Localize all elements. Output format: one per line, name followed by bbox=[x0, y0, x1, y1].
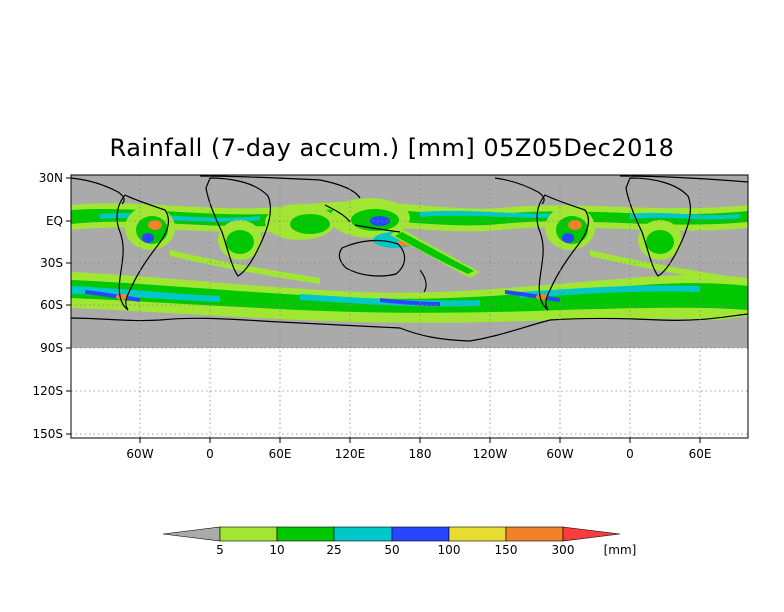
y-tick-label: 30N bbox=[39, 171, 63, 185]
x-tick-label: 120E bbox=[335, 447, 366, 461]
map-title: Rainfall (7-day accum.) [mm] 05Z05Dec201… bbox=[109, 134, 675, 162]
colorbar-label: 25 bbox=[326, 543, 341, 557]
antarctica-area bbox=[71, 316, 748, 348]
y-tick-label: 30S bbox=[40, 256, 63, 270]
colorbar-label: 300 bbox=[552, 543, 575, 557]
colorbar-label: 50 bbox=[384, 543, 399, 557]
colorbar-segment bbox=[391, 526, 450, 542]
colorbar-segment bbox=[448, 526, 507, 542]
y-tick-label: EQ bbox=[46, 214, 63, 228]
maritime-convection bbox=[265, 198, 417, 248]
y-tick-label: 60S bbox=[40, 298, 63, 312]
colorbar-segment bbox=[219, 526, 278, 542]
colorbar-over-arrow bbox=[562, 526, 621, 542]
colorbar-segment bbox=[276, 526, 335, 542]
y-tick-label: 90S bbox=[40, 341, 63, 355]
spcz-band bbox=[390, 228, 480, 278]
southern-storm-track bbox=[71, 272, 748, 323]
rainfall-field bbox=[71, 175, 748, 348]
x-tick-label: 120W bbox=[473, 447, 508, 461]
colorbar-segment bbox=[333, 526, 393, 542]
subtropical-bands bbox=[170, 250, 740, 284]
colorbar-unit: [mm] bbox=[604, 543, 637, 557]
x-tick-label: 0 bbox=[626, 447, 634, 461]
grid-lines bbox=[71, 175, 748, 438]
x-tick-label: 60E bbox=[269, 447, 292, 461]
y-tick-label: 120S bbox=[32, 384, 63, 398]
x-tick-label: 180 bbox=[409, 447, 432, 461]
coastlines bbox=[71, 175, 748, 342]
plot-frame bbox=[70, 174, 749, 439]
colorbar-label: 150 bbox=[495, 543, 518, 557]
x-tick-label: 60W bbox=[546, 447, 573, 461]
colorbar-label: 5 bbox=[216, 543, 224, 557]
x-tick-label: 60W bbox=[126, 447, 153, 461]
y-tick-label: 150S bbox=[32, 427, 63, 441]
colorbar: 5 10 25 50 100 150 300 [mm] bbox=[162, 526, 637, 557]
colorbar-segment bbox=[505, 526, 564, 542]
x-tick-label: 60E bbox=[689, 447, 712, 461]
colorbar-under-arrow bbox=[162, 526, 221, 542]
y-axis: 30N EQ 30S 60S 90S 120S 150S bbox=[32, 171, 71, 441]
africa-rain bbox=[218, 220, 682, 260]
x-tick-label: 0 bbox=[206, 447, 214, 461]
x-axis: 60W 0 60E 120E 180 120W 60W 0 60E bbox=[126, 438, 711, 461]
colorbar-label: 10 bbox=[269, 543, 284, 557]
colorbar-label: 100 bbox=[438, 543, 461, 557]
